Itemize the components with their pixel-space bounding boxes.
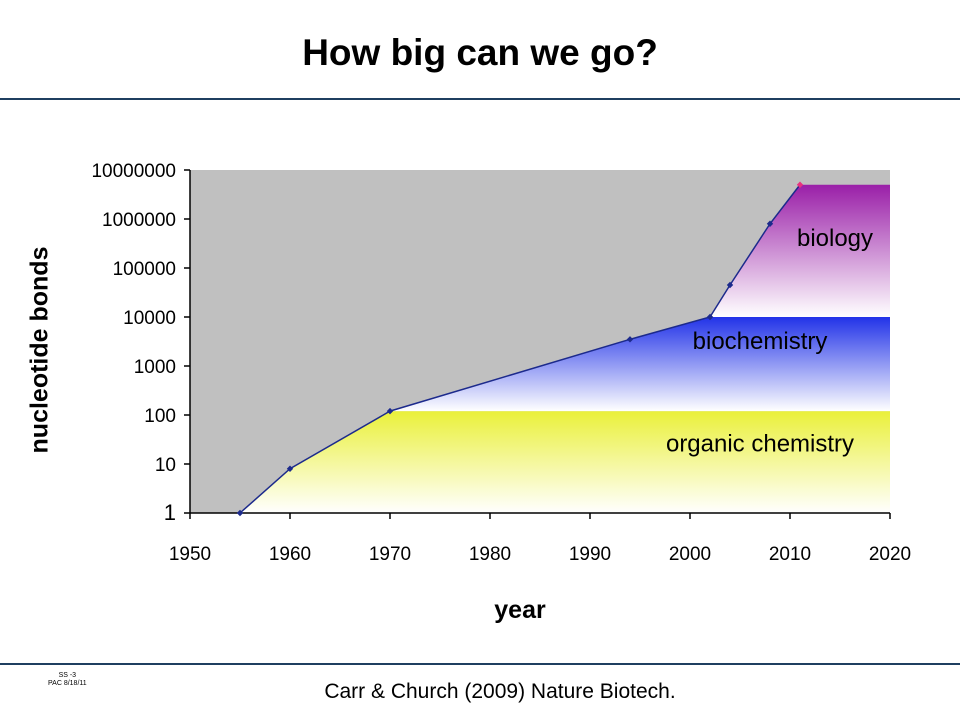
slide-title: How big can we go? bbox=[302, 32, 658, 73]
data-point bbox=[706, 313, 714, 321]
data-point bbox=[626, 336, 634, 343]
data-point bbox=[236, 509, 244, 517]
y-tick-label: 1000 bbox=[134, 357, 176, 378]
y-axis-title-wrap: nucleotide bonds bbox=[22, 200, 58, 500]
footer-id-line1: SS -3 bbox=[58, 672, 77, 679]
y-tick-label: 1 bbox=[164, 500, 176, 525]
x-tick-label: 2010 bbox=[769, 544, 811, 565]
region-biochemistry-label: biochemistry bbox=[693, 328, 828, 355]
x-tick-label: 1960 bbox=[269, 544, 311, 565]
x-tick-label: 2000 bbox=[669, 544, 711, 565]
region-biochemistry bbox=[390, 317, 890, 412]
data-point bbox=[726, 281, 734, 289]
y-tick-label: 10 bbox=[155, 455, 176, 476]
data-point bbox=[766, 220, 774, 227]
y-tick-label: 10000000 bbox=[91, 161, 176, 182]
series-line bbox=[239, 184, 801, 514]
top-divider bbox=[0, 98, 960, 100]
x-axis-title: year bbox=[494, 596, 546, 624]
x-tick-label: 1980 bbox=[469, 544, 511, 565]
y-axis-title: nucleotide bonds bbox=[25, 246, 54, 454]
region-biology-label: biology bbox=[797, 225, 873, 252]
bottom-divider bbox=[0, 663, 960, 665]
footer-id-line2: PAC 8/18/11 bbox=[48, 680, 87, 687]
y-tick-label: 1000000 bbox=[102, 210, 176, 231]
x-tick-label: 1950 bbox=[169, 544, 211, 565]
y-tick-label: 100 bbox=[144, 406, 176, 427]
data-point bbox=[796, 181, 804, 188]
region-organic-chemistry-label: organic chemistry bbox=[666, 430, 854, 457]
data-point bbox=[286, 465, 294, 472]
data-point bbox=[386, 407, 394, 415]
citation: Carr & Church (2009) Nature Biotech. bbox=[324, 680, 676, 703]
y-tick-label: 100000 bbox=[113, 259, 176, 280]
slide-footer-id: SS -3 PAC 8/18/11 bbox=[48, 672, 87, 688]
x-tick-label: 1990 bbox=[569, 544, 611, 565]
region-organic-chemistry bbox=[240, 411, 890, 513]
y-tick-label: 10000 bbox=[123, 308, 176, 329]
x-tick-label: 1970 bbox=[369, 544, 411, 565]
x-tick-label: 2020 bbox=[869, 544, 911, 565]
region-biology bbox=[710, 184, 890, 317]
